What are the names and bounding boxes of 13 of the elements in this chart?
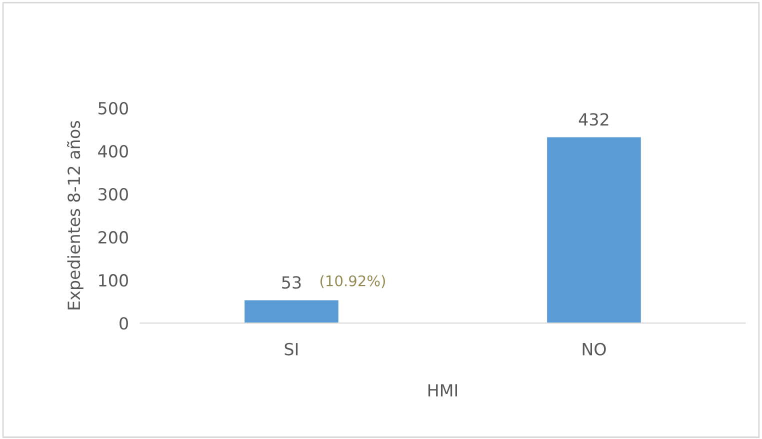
x-tick-label: SI bbox=[284, 342, 298, 356]
data-label: 432 bbox=[578, 113, 608, 126]
data-label: 53 bbox=[282, 276, 301, 289]
x-axis-title: HMI bbox=[428, 384, 457, 396]
x-tick-label: NO bbox=[582, 342, 606, 356]
y-axis-title: Expedientes 8-12 años bbox=[66, 120, 84, 310]
y-tick-label: 200 bbox=[98, 231, 128, 244]
y-tick-label: 0 bbox=[120, 317, 128, 330]
y-tick-label: 300 bbox=[98, 188, 128, 201]
y-tick-label: 500 bbox=[98, 102, 128, 115]
y-tick-label: 100 bbox=[99, 274, 128, 287]
annotation: (10.92%) bbox=[320, 275, 385, 288]
y-tick-label: 400 bbox=[98, 144, 128, 158]
